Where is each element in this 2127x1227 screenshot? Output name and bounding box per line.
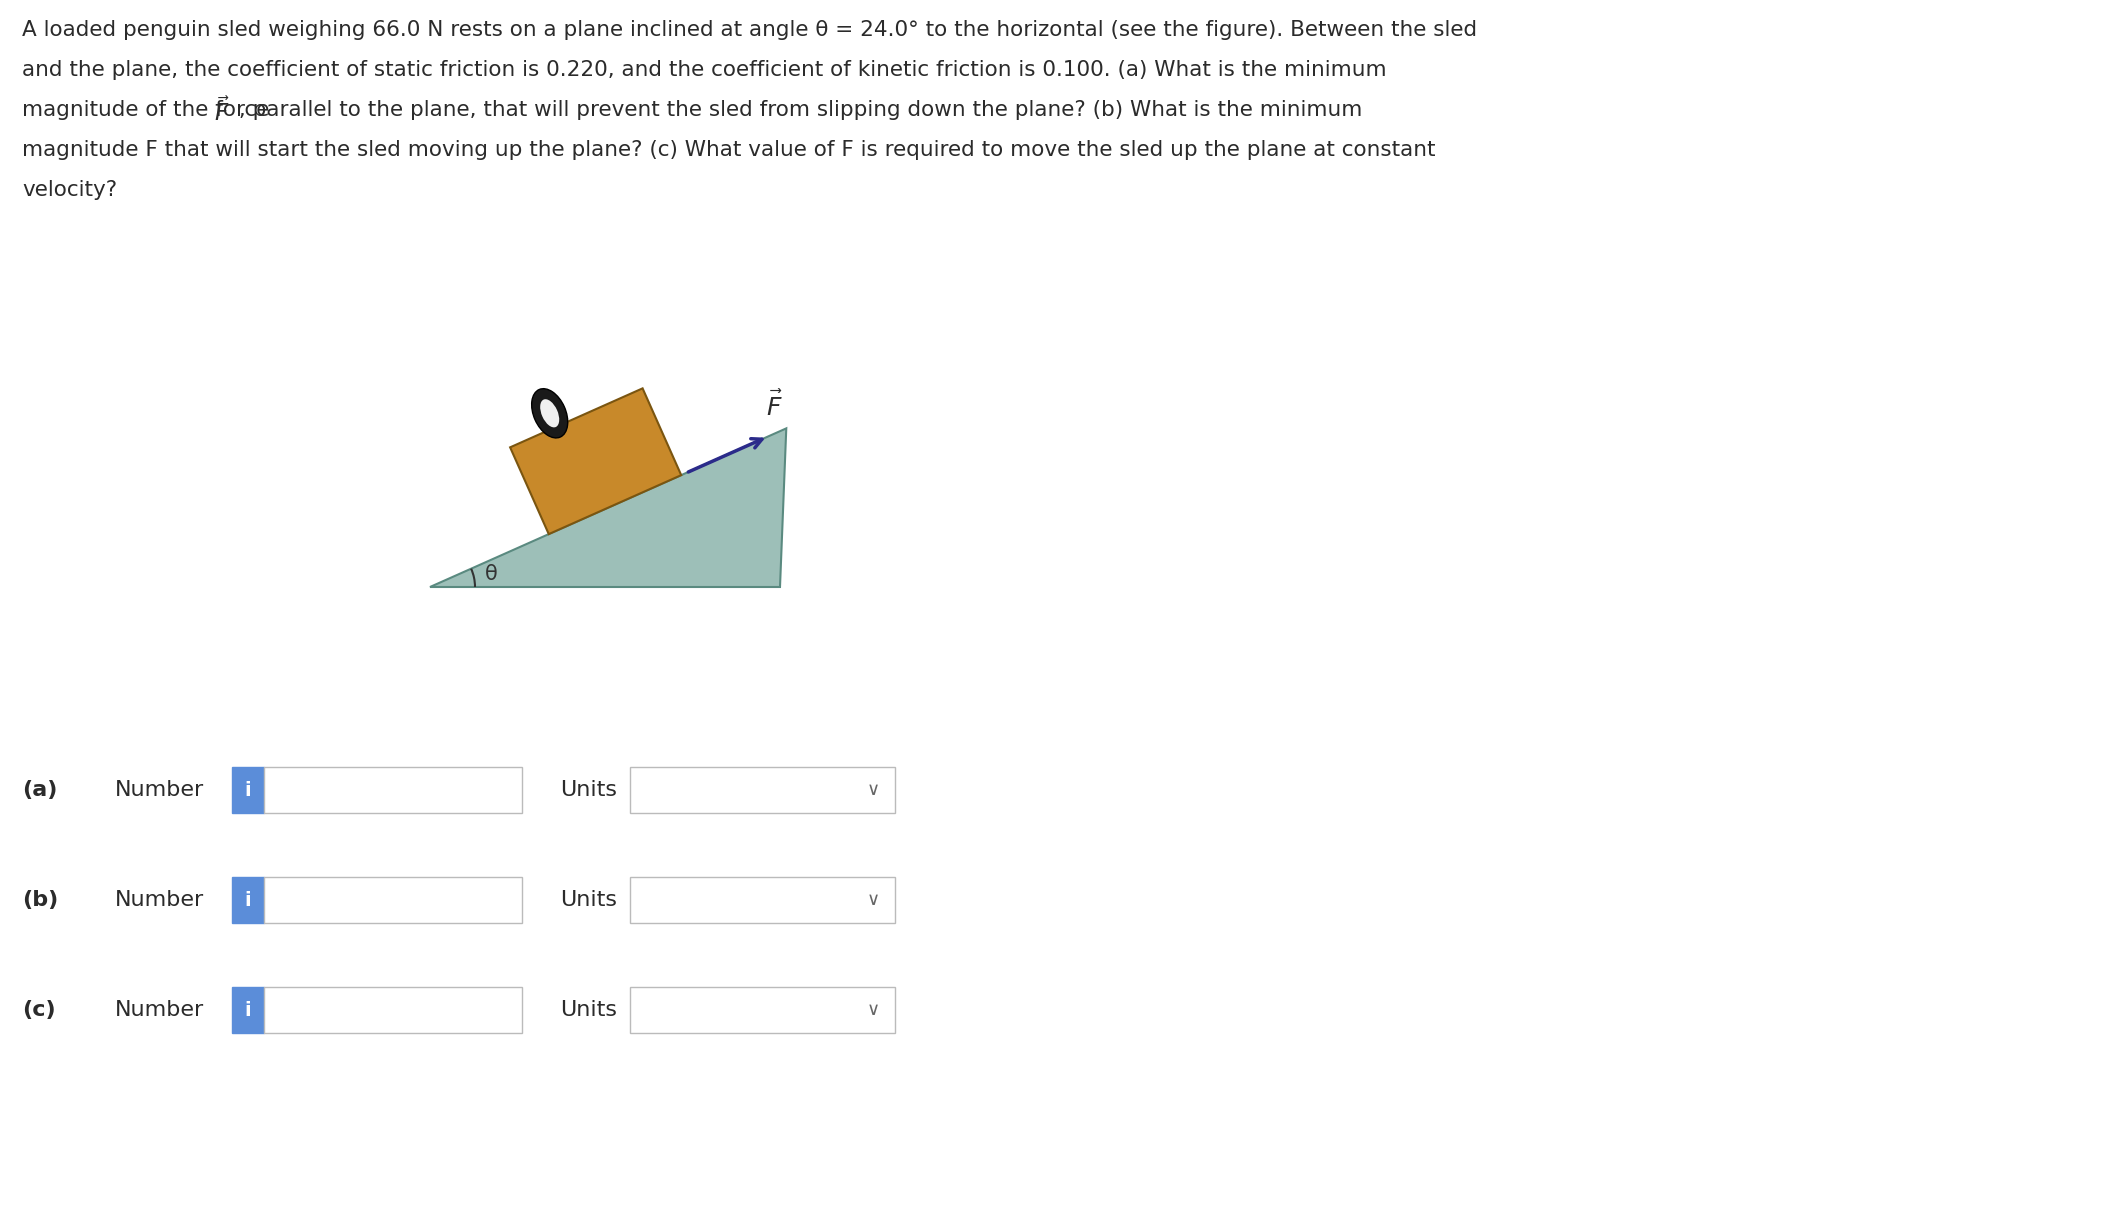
Text: i: i xyxy=(245,780,251,800)
Polygon shape xyxy=(510,389,681,534)
Text: ∨: ∨ xyxy=(866,1001,881,1018)
Text: θ: θ xyxy=(485,564,498,584)
Text: Units: Units xyxy=(559,890,617,910)
Text: ∨: ∨ xyxy=(866,782,881,799)
Text: velocity?: velocity? xyxy=(21,180,117,200)
Bar xyxy=(232,987,264,1033)
Text: A loaded penguin sled weighing 66.0 N rests on a plane inclined at angle θ = 24.: A loaded penguin sled weighing 66.0 N re… xyxy=(21,20,1476,40)
Bar xyxy=(264,767,521,814)
Text: (b): (b) xyxy=(21,890,57,910)
Ellipse shape xyxy=(532,389,568,438)
Polygon shape xyxy=(430,428,787,587)
Text: Number: Number xyxy=(115,1000,204,1020)
Text: i: i xyxy=(245,891,251,909)
Bar xyxy=(630,987,895,1033)
Bar xyxy=(264,877,521,923)
Text: Units: Units xyxy=(559,780,617,800)
Text: (a): (a) xyxy=(21,780,57,800)
Text: ∨: ∨ xyxy=(866,891,881,909)
Text: magnitude of the force: magnitude of the force xyxy=(21,99,277,120)
Bar xyxy=(630,767,895,814)
Text: (c): (c) xyxy=(21,1000,55,1020)
Text: Units: Units xyxy=(559,1000,617,1020)
Bar xyxy=(264,987,521,1033)
Text: $\vec{F}$: $\vec{F}$ xyxy=(766,390,783,421)
Text: and the plane, the coefficient of static friction is 0.220, and the coefficient : and the plane, the coefficient of static… xyxy=(21,60,1387,80)
Text: i: i xyxy=(245,1000,251,1020)
Text: , parallel to the plane, that will prevent the sled from slipping down the plane: , parallel to the plane, that will preve… xyxy=(232,99,1363,120)
Bar xyxy=(630,877,895,923)
Bar xyxy=(232,767,264,814)
Bar xyxy=(232,877,264,923)
Text: Number: Number xyxy=(115,890,204,910)
Ellipse shape xyxy=(540,399,559,427)
Text: $\vec{F}$: $\vec{F}$ xyxy=(215,98,230,126)
Text: magnitude F that will start the sled moving up the plane? (c) What value of F is: magnitude F that will start the sled mov… xyxy=(21,140,1436,160)
Text: Number: Number xyxy=(115,780,204,800)
